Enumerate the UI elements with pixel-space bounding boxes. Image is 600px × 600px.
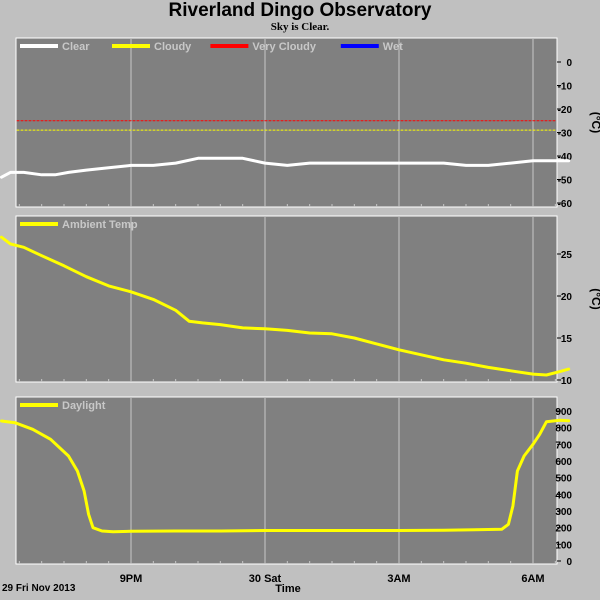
panel-2: 25 20 15 10 (°C) Ambient Temp	[0, 215, 600, 387]
plot-background	[15, 396, 558, 565]
panel-3: 900 800 700 600 500 400 300 200 100 0 Daylight	[0, 396, 572, 568]
plot-background	[15, 37, 558, 208]
y-tick-label: 0	[566, 557, 572, 568]
y-tick-label: 700	[555, 440, 572, 451]
y-tick-label: 25	[561, 250, 573, 261]
panel-1: 0 -10 -20 -30 -40 -50 -60 (°C) Clear Cloudy Very C…	[0, 37, 600, 210]
x-axis-label: Time	[275, 583, 301, 595]
legend-label: Cloudy	[154, 41, 192, 53]
series-line-daylight	[0, 418, 571, 534]
y-tick-label: 100	[555, 540, 572, 551]
y-tick-label: -30	[558, 129, 573, 140]
y-tick-label: 900	[555, 407, 572, 418]
y-tick-label: 500	[555, 474, 572, 485]
x-tick-label: 3AM	[387, 573, 410, 585]
series-line-ambient-temp	[0, 235, 571, 377]
plot-background	[15, 215, 558, 383]
date-label: 29 Fri Nov 2013	[2, 583, 76, 594]
y-axis-label: (°C)	[589, 288, 600, 309]
y-tick-label: 200	[555, 524, 572, 535]
y-tick-label: 600	[555, 457, 572, 468]
x-tick-label: 30 Sat	[249, 573, 282, 585]
legend-label: Clear	[62, 41, 90, 53]
page-title: Riverland Dingo Observatory	[168, 0, 432, 21]
y-tick-label: -50	[558, 176, 573, 187]
y-tick-label: 20	[561, 292, 573, 303]
y-tick-label: 800	[555, 424, 572, 435]
y-tick-label: 10	[561, 376, 573, 387]
y-tick-label: 0	[566, 58, 572, 69]
y-tick-label: -10	[558, 82, 573, 93]
legend-label: Ambient Temp	[62, 219, 138, 231]
legend-label: Wet	[383, 41, 403, 53]
series-line-clear	[0, 156, 571, 179]
y-tick-label: 400	[555, 490, 572, 501]
legend-label: Very Cloudy	[252, 41, 316, 53]
sky-status: Sky is Clear.	[270, 21, 330, 33]
y-tick-label: 300	[555, 507, 572, 518]
legend-label: Daylight	[62, 400, 106, 412]
y-tick-label: 15	[561, 334, 573, 345]
y-axis-label: (°C)	[589, 112, 600, 133]
x-tick-label: 6AM	[521, 573, 544, 585]
y-tick-label: -20	[558, 105, 573, 116]
y-tick-label: -40	[558, 152, 573, 163]
x-tick-label: 9PM	[120, 573, 143, 585]
y-tick-label: -60	[558, 199, 573, 210]
